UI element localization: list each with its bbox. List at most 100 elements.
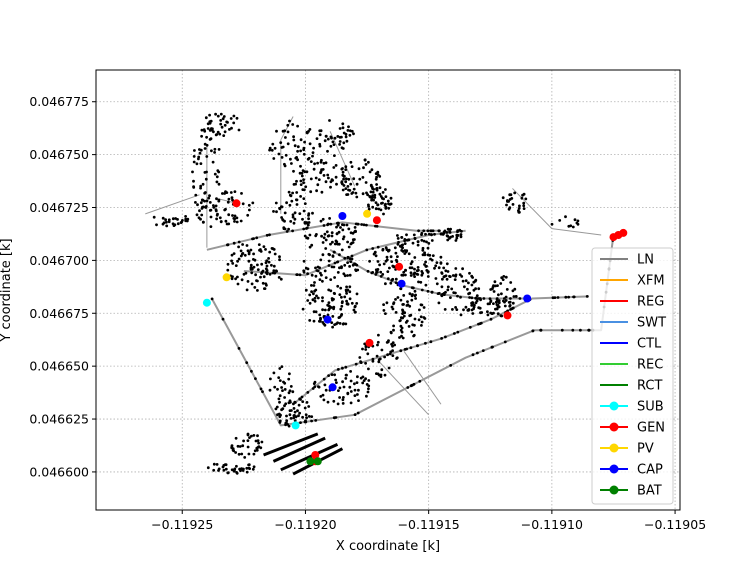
bus-node xyxy=(468,271,471,275)
bus-node xyxy=(298,273,302,277)
bus-node xyxy=(246,445,250,449)
bus-node xyxy=(309,177,313,181)
bus-node xyxy=(248,467,252,470)
bus-node xyxy=(292,407,296,410)
bus-node xyxy=(511,306,515,310)
bus-node xyxy=(345,302,349,306)
bus-node xyxy=(293,211,297,215)
bus-node xyxy=(226,200,230,204)
bus-node xyxy=(349,401,353,405)
bus-node xyxy=(366,390,370,394)
legend-marker-sub xyxy=(609,401,619,411)
bus-node xyxy=(282,380,285,384)
bus-node xyxy=(399,324,403,328)
bus-node xyxy=(215,217,219,221)
bus-node xyxy=(434,264,438,268)
bus-node xyxy=(315,294,318,298)
bus-node xyxy=(572,295,576,299)
bus-node xyxy=(379,208,383,212)
bus-node xyxy=(298,171,302,175)
bus-node xyxy=(310,415,314,418)
bus-node xyxy=(505,203,508,207)
gen-marker xyxy=(232,199,241,208)
bus-node xyxy=(291,390,295,394)
bus-node xyxy=(364,345,368,349)
bus-node xyxy=(417,318,421,322)
bus-node xyxy=(332,166,336,169)
bus-node xyxy=(399,319,402,322)
bus-node xyxy=(345,299,348,303)
bus-node xyxy=(202,220,205,224)
bus-node xyxy=(384,282,387,286)
bus-node xyxy=(253,449,257,453)
bus-node xyxy=(355,381,359,384)
bus-node xyxy=(323,232,327,236)
bus-node xyxy=(205,199,209,203)
bus-node xyxy=(260,440,264,444)
y-tick-label: 0.046650 xyxy=(29,359,89,374)
bus-node xyxy=(375,269,379,273)
bus-node xyxy=(324,388,328,392)
bus-node xyxy=(365,394,368,398)
bus-node xyxy=(459,313,463,317)
bus-node xyxy=(237,347,241,350)
bus-node xyxy=(215,197,218,201)
bus-node xyxy=(509,297,512,300)
bus-node xyxy=(579,328,582,332)
bus-node xyxy=(481,349,485,352)
bus-node xyxy=(461,267,464,271)
bus-node xyxy=(302,178,305,182)
bus-node xyxy=(378,263,381,267)
bus-node xyxy=(489,311,493,315)
y-axis-label: Y coordinate [k] xyxy=(0,238,14,342)
bus-node xyxy=(250,266,254,270)
bus-node xyxy=(342,396,345,399)
legend-marker-gen xyxy=(609,422,619,432)
bus-node xyxy=(232,121,236,125)
bus-node xyxy=(203,191,207,195)
bus-node xyxy=(420,288,424,292)
bus-node xyxy=(522,207,526,211)
bus-node xyxy=(291,229,294,233)
bus-node xyxy=(354,229,357,233)
bus-node xyxy=(371,205,375,209)
bus-node xyxy=(155,223,158,227)
bus-node xyxy=(192,155,196,158)
bus-node xyxy=(378,175,382,178)
bus-node xyxy=(349,260,353,263)
bus-node xyxy=(299,421,302,424)
bus-node xyxy=(346,391,350,395)
bus-node xyxy=(358,177,362,181)
bus-node xyxy=(511,289,515,293)
bus-node xyxy=(342,385,346,389)
bus-node xyxy=(301,217,304,221)
bus-node xyxy=(235,464,238,468)
bus-node xyxy=(235,220,239,224)
bus-node xyxy=(502,275,506,278)
bus-node xyxy=(308,233,312,237)
bus-node xyxy=(236,259,240,263)
bus-node xyxy=(405,233,408,237)
bus-node xyxy=(416,344,419,348)
bus-node xyxy=(472,280,476,284)
bus-node xyxy=(357,167,361,171)
bus-node xyxy=(333,261,337,265)
bus-node xyxy=(454,274,457,278)
bus-node xyxy=(171,217,175,221)
bus-node xyxy=(253,258,257,262)
bus-node xyxy=(286,130,290,134)
bus-node xyxy=(507,207,511,211)
bus-node xyxy=(399,287,403,291)
bus-node xyxy=(277,152,281,156)
bus-node xyxy=(318,142,322,146)
legend-label-cap: CAP xyxy=(637,463,663,478)
bus-node xyxy=(444,269,448,273)
bus-node xyxy=(293,217,297,221)
y-tick-label: 0.046625 xyxy=(29,412,89,427)
bus-node xyxy=(463,285,466,289)
bus-node xyxy=(539,328,543,332)
bus-node xyxy=(238,445,242,448)
bus-node xyxy=(272,210,275,213)
bus-node xyxy=(380,368,384,372)
bus-node xyxy=(340,295,343,299)
